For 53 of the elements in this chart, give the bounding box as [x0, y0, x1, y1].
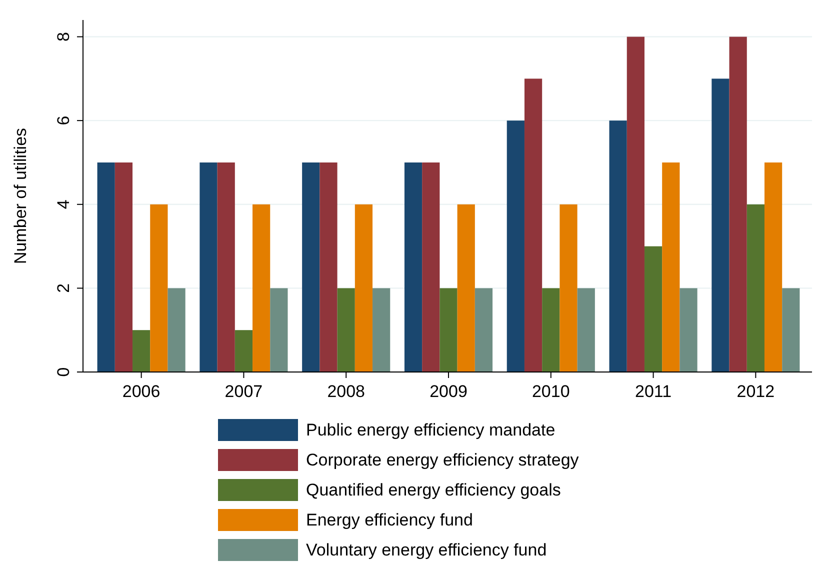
- bar: [270, 288, 288, 372]
- bar: [97, 162, 115, 372]
- bar: [577, 288, 595, 372]
- y-tick-label: 6: [54, 116, 73, 126]
- bar: [132, 330, 150, 372]
- y-tick-label: 4: [54, 200, 73, 210]
- x-tick-label: 2006: [122, 382, 160, 401]
- bar: [150, 204, 168, 372]
- y-tick-label: 0: [54, 367, 73, 377]
- bar: [506, 120, 524, 372]
- legend-label: Energy efficiency fund: [306, 510, 473, 530]
- bar: [440, 288, 458, 372]
- bar: [457, 204, 475, 372]
- bar: [712, 78, 730, 372]
- bar: [560, 204, 578, 372]
- bar: [217, 162, 235, 372]
- bar: [644, 246, 662, 372]
- x-tick-label: 2009: [430, 382, 468, 401]
- bar: [524, 78, 542, 372]
- x-tick-label: 2007: [224, 382, 263, 401]
- bar: [729, 36, 747, 372]
- bar: [354, 204, 373, 372]
- bar: [782, 288, 800, 372]
- bar: [404, 162, 422, 372]
- bar: [320, 162, 338, 372]
- bar: [626, 36, 644, 372]
- legend-label: Corporate energy efficiency strategy: [306, 450, 580, 470]
- x-tick-label: 2012: [736, 382, 775, 401]
- legend-label: Quantified energy efficiency goals: [306, 480, 561, 500]
- x-tick-label: 2008: [327, 382, 366, 401]
- bar: [474, 288, 493, 372]
- bar: [680, 288, 698, 372]
- bar: [200, 162, 218, 372]
- bar: [168, 288, 186, 372]
- bar: [764, 162, 782, 372]
- bar: [114, 162, 133, 372]
- x-tick-label: 2010: [532, 382, 570, 401]
- x-tick-label: 2011: [635, 382, 672, 401]
- bar: [422, 162, 440, 372]
- bar: [746, 204, 764, 372]
- bar: [234, 330, 253, 372]
- legend-label: Public energy efficiency mandate: [306, 420, 556, 440]
- y-tick-label: 2: [54, 283, 73, 293]
- y-tick-label: 8: [54, 32, 73, 42]
- y-axis-title: Number of utilities: [11, 128, 30, 264]
- bar: [609, 120, 627, 372]
- bar: [372, 288, 390, 372]
- bar: [662, 162, 680, 372]
- bar: [252, 204, 270, 372]
- bar: [302, 162, 320, 372]
- bar: [542, 288, 560, 372]
- legend-label: Voluntary energy efficiency fund: [306, 540, 547, 560]
- bar: [337, 288, 355, 372]
